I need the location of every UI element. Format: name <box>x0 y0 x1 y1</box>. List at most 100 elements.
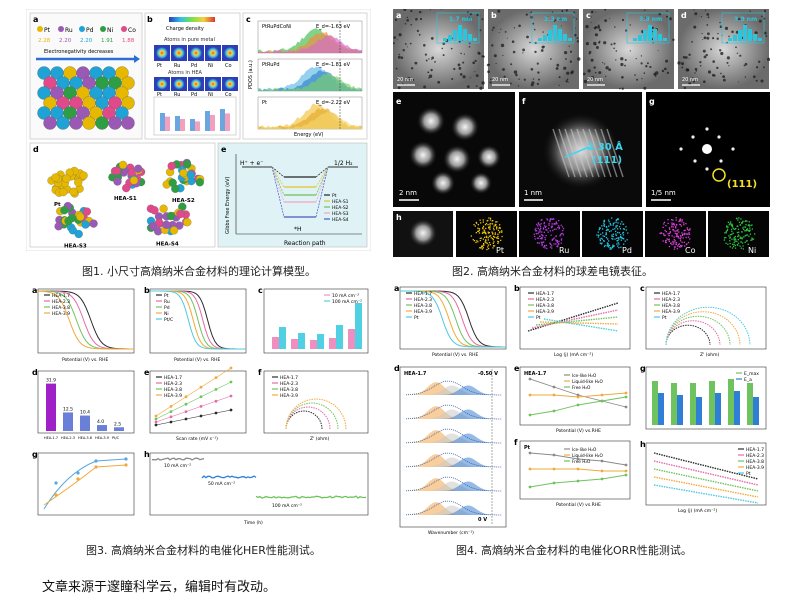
histogram-bar <box>468 34 472 41</box>
mapping-pixel <box>496 226 498 228</box>
mapping-pixel <box>687 236 690 238</box>
mapping-pixel <box>607 245 609 247</box>
mapping-pixel <box>671 224 673 226</box>
histogram-bar <box>653 29 657 41</box>
mapping-pixel <box>729 240 731 242</box>
mapping-pixel <box>541 242 543 244</box>
nanoparticle <box>583 72 586 76</box>
mapping-pixel <box>549 243 551 245</box>
scatter-point <box>154 423 158 427</box>
mapping-pixel <box>727 221 729 223</box>
legend-label: E_max <box>744 371 759 377</box>
nanoparticle <box>537 71 540 74</box>
g-point <box>124 457 128 461</box>
diffraction-spot <box>691 135 695 139</box>
nanoparticle <box>749 10 751 12</box>
pdos-label: PtRuPd <box>262 62 280 68</box>
mapping-pixel <box>534 229 536 231</box>
legend-label: HEA-1.7 <box>662 291 680 297</box>
diffraction-spot <box>731 147 735 151</box>
nanoparticle <box>566 71 570 75</box>
tafel-line <box>653 452 759 480</box>
mapping-pixel <box>667 222 669 225</box>
tafel-line <box>653 468 759 492</box>
nanoparticle <box>467 16 471 20</box>
nanoparticle <box>540 49 544 52</box>
nanoparticle <box>576 37 579 39</box>
mapping-pixel <box>733 242 735 244</box>
nyquist-arc <box>665 324 711 346</box>
nanoparticle <box>702 38 704 40</box>
mapping-pixel <box>607 238 609 240</box>
legend-label: HEA-3.8 <box>414 303 432 309</box>
nanoparticle <box>491 44 494 47</box>
nanoparticle <box>476 13 480 17</box>
gibbs-connector <box>271 166 285 196</box>
mapping-pixel <box>611 217 613 219</box>
mapping-pixel <box>684 229 686 231</box>
nanoparticle <box>487 70 490 74</box>
density-label: Pd <box>191 63 197 69</box>
mapping-pixel <box>497 229 500 232</box>
mapping-pixel <box>616 243 618 245</box>
mapping-pixel <box>671 219 673 221</box>
tem-image <box>393 9 484 89</box>
mapping-pixel <box>611 246 614 248</box>
nanoparticle <box>424 53 427 56</box>
mapping-pixel <box>610 230 612 232</box>
nanoparticle <box>538 78 540 81</box>
nanoparticle <box>569 60 573 63</box>
electronegativity-value: 1.91 <box>101 38 113 44</box>
mapping-pixel <box>479 219 481 221</box>
nanoparticle <box>565 58 567 60</box>
nanoparticle <box>530 11 532 13</box>
b-title: Charge density <box>166 26 204 32</box>
nanoparticle <box>636 78 639 81</box>
histogram-bar <box>633 38 637 41</box>
particle-blob <box>417 107 445 135</box>
mapping-pixel <box>608 230 611 233</box>
legend-label: HEA-3.8 <box>662 303 680 309</box>
mapping-pixel <box>731 238 733 240</box>
mapping-pixel <box>487 244 489 246</box>
model-atom <box>122 183 131 193</box>
proportion-point <box>528 413 532 417</box>
nanoparticle <box>532 78 535 80</box>
mapping-pixel <box>603 225 605 227</box>
mapping-pixel <box>485 233 487 235</box>
nanoparticle <box>475 74 479 77</box>
mapping-pixel <box>611 237 613 240</box>
nanoparticle <box>707 16 710 19</box>
bar-value: 12.5 <box>63 406 73 412</box>
mapping-pixel <box>733 238 735 240</box>
nanoparticle <box>481 55 484 58</box>
lattice-fringe <box>570 128 588 178</box>
histogram-frame <box>626 12 670 44</box>
nanoparticle <box>489 81 492 84</box>
nanoparticle <box>576 40 579 43</box>
mapping-pixel <box>491 231 493 233</box>
mapping-pixel <box>548 223 550 225</box>
gibbs-connector <box>271 166 285 218</box>
mapping-pixel <box>481 248 483 250</box>
nanoparticle <box>728 35 730 38</box>
nanoparticle <box>479 86 483 90</box>
mapping-pixel <box>672 240 674 243</box>
mapping-pixel <box>617 237 619 239</box>
nanoparticle <box>716 37 719 40</box>
mapping-pixel <box>679 235 682 237</box>
proportion-line <box>529 396 627 416</box>
lattice-fringe <box>588 128 606 178</box>
mapping-pixel <box>671 235 673 237</box>
nanoparticle <box>724 26 729 30</box>
panel-letter: f <box>258 368 262 377</box>
mapping-pixel <box>620 246 622 248</box>
nanoparticle <box>481 81 485 85</box>
nanoparticle <box>593 26 597 30</box>
mapping-pixel <box>734 240 736 243</box>
mapping-label: Pt <box>496 246 504 255</box>
mapping-pixel <box>544 236 546 239</box>
panel-letter: e <box>221 145 227 154</box>
bar <box>709 381 715 425</box>
nanoparticle <box>655 71 659 75</box>
